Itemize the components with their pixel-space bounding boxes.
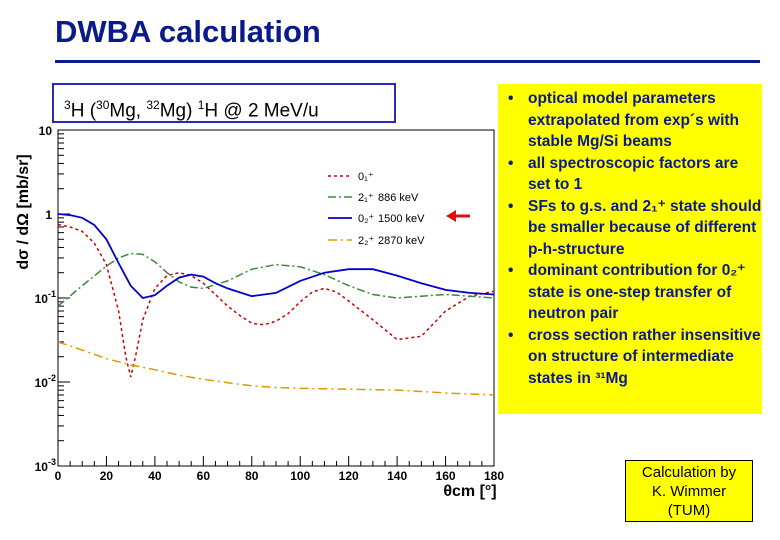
bullet-text: all spectroscopic factors are set to 1	[528, 154, 739, 194]
y-tick-exponent: -2	[48, 373, 56, 383]
y-tick-exponent: -3	[48, 457, 56, 467]
legend-energy: 1500 keV	[378, 213, 425, 225]
y-tick-label: 10	[39, 124, 53, 138]
mg32-mass-number: 32	[146, 98, 160, 112]
legend-state: 0₁⁺	[358, 171, 374, 183]
proton-mass-number: 1	[197, 98, 205, 112]
y-tick-label: 10-2	[35, 373, 56, 390]
proton-energy: H @ 2 MeV/u	[204, 100, 319, 122]
bullet-dot: •	[508, 326, 514, 344]
x-tick-label: 120	[339, 469, 359, 483]
note-bullet: • optical model parameters extrapolated f…	[498, 88, 762, 153]
y-tick-base: 10	[39, 124, 53, 138]
highlight-arrow	[446, 210, 470, 222]
x-tick-label: 40	[148, 469, 162, 483]
plot-frame	[57, 129, 495, 467]
x-tick-label: 140	[387, 469, 407, 483]
note-bullet: • SFs to g.s. and 2₁⁺ state should be sma…	[498, 196, 762, 261]
note-bullet: • cross section rather insensitive on str…	[498, 325, 762, 390]
legend-state: 0₂⁺	[358, 213, 374, 225]
triton-symbol: H (	[70, 100, 97, 122]
mg30-mass-number: 30	[96, 98, 110, 112]
legend-energy: 886 keV	[378, 192, 419, 204]
bullet-text: SFs to g.s. and 2₁⁺ state should be smal…	[528, 197, 762, 258]
mg30-symbol: Mg,	[109, 100, 147, 122]
y-tick-base: 10	[35, 292, 49, 306]
y-axis-label: dσ / dΩ [mb/sr]	[15, 154, 32, 269]
notes-box: • optical model parameters extrapolated f…	[498, 84, 762, 414]
legend-state: 2₁⁺	[358, 192, 374, 204]
bullet-dot: •	[508, 197, 514, 215]
credit-line-2: K. Wimmer	[651, 483, 727, 500]
legend-energy: 2870 keV	[378, 235, 425, 247]
series-line-2	[57, 213, 495, 299]
note-bullet: • all spectroscopic factors are set to 1	[498, 153, 762, 196]
title-underline	[55, 60, 760, 63]
x-axis-label: θcm [°]	[443, 483, 496, 500]
reaction-label-box: 3H (30Mg, 32Mg) 1H @ 2 MeV/u	[52, 83, 396, 123]
bullet-dot: •	[508, 154, 514, 172]
x-tick-label: 160	[436, 469, 456, 483]
bullet-text: optical model parameters extrapolated fr…	[528, 90, 740, 150]
slide-title: DWBA calculation	[55, 14, 321, 49]
credit-line-3: (TUM)	[667, 502, 711, 519]
legend-state: 2₂⁺	[358, 235, 374, 247]
x-tick-label: 0	[55, 469, 62, 483]
y-tick-base: 10	[35, 460, 49, 474]
y-tick-label: 1	[45, 208, 52, 222]
triton-mass-number: 3	[64, 98, 71, 112]
x-tick-label: 80	[245, 469, 259, 483]
x-tick-label: 180	[484, 469, 504, 483]
x-tick-label: 60	[197, 469, 211, 483]
y-tick-label: 10-1	[35, 289, 56, 306]
credit-line-1: Calculation by	[641, 464, 737, 481]
x-tick-label: 100	[290, 469, 310, 483]
credit-box: Calculation by K. Wimmer (TUM)	[625, 460, 753, 522]
note-bullet: • dominant contribution for 0₂⁺ state is …	[498, 260, 762, 325]
x-tick-label: 20	[100, 469, 114, 483]
y-tick-base: 1	[45, 208, 52, 222]
mg32-symbol: Mg)	[159, 100, 198, 122]
bullet-dot: •	[508, 262, 514, 279]
series-line-1	[57, 252, 495, 307]
series-line-3	[57, 341, 495, 396]
bullet-text: dominant contribution for 0₂⁺ state is o…	[528, 262, 746, 322]
y-tick-exponent: -1	[48, 289, 56, 299]
y-tick-base: 10	[35, 376, 49, 390]
bullet-dot: •	[508, 90, 514, 107]
bullet-text: cross section rather insensitive on stru…	[528, 326, 761, 387]
y-tick-label: 10-3	[35, 457, 56, 474]
